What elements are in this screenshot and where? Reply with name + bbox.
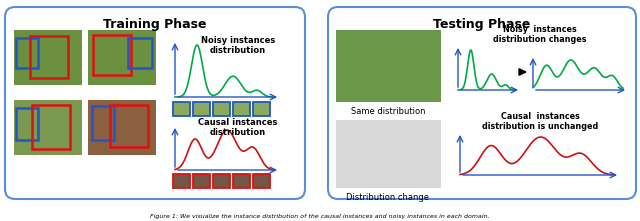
Bar <box>193 102 210 116</box>
Text: Noisy  instances
distribution changes: Noisy instances distribution changes <box>493 25 587 44</box>
Bar <box>336 30 441 102</box>
Bar <box>253 102 270 116</box>
Bar <box>14 30 82 85</box>
Text: Testing Phase: Testing Phase <box>433 18 531 31</box>
Text: Figure 1: We visualize the instance distribution of the causal instances and noi: Figure 1: We visualize the instance dist… <box>150 214 490 219</box>
Text: Noisy instances
distribution: Noisy instances distribution <box>201 36 275 55</box>
Bar <box>213 174 230 188</box>
Text: Distribution change: Distribution change <box>346 193 429 202</box>
Bar <box>173 174 190 188</box>
Text: Causal instances
distribution: Causal instances distribution <box>198 118 278 137</box>
Bar <box>30 36 68 78</box>
Bar <box>233 102 250 116</box>
Bar <box>233 174 250 188</box>
Bar <box>193 174 210 188</box>
Bar <box>173 102 190 116</box>
Bar <box>88 100 156 155</box>
Bar <box>110 105 148 147</box>
Bar <box>93 35 131 75</box>
Bar <box>128 38 152 68</box>
Bar <box>253 174 270 188</box>
Text: Same distribution: Same distribution <box>351 107 425 116</box>
Bar <box>336 120 441 188</box>
Text: Training Phase: Training Phase <box>103 18 207 31</box>
Bar <box>32 105 70 149</box>
Bar <box>92 106 114 140</box>
Text: Causal  instances
distribution is unchanged: Causal instances distribution is unchang… <box>482 112 598 131</box>
Bar <box>88 30 156 85</box>
Bar <box>16 108 38 140</box>
Bar <box>16 38 38 68</box>
Bar <box>14 100 82 155</box>
Bar <box>213 102 230 116</box>
